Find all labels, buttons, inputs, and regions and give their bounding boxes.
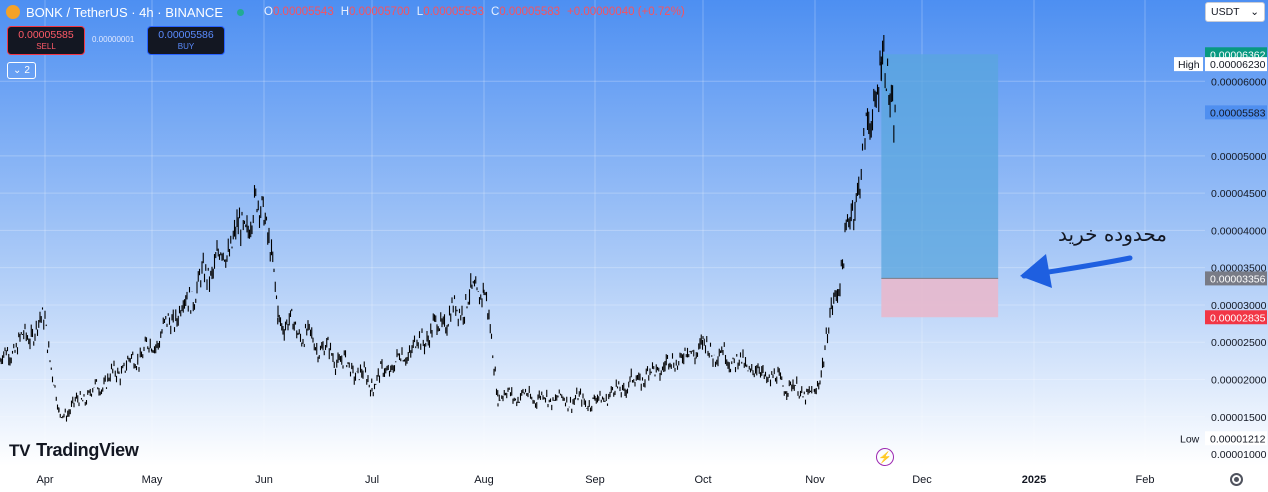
x-tick-label: Sep <box>585 474 605 486</box>
y-tick-label: 0.00002500 <box>1211 337 1267 349</box>
y-tick-label: 0.00002000 <box>1211 375 1267 387</box>
sell-price: 0.00005585 <box>18 28 74 41</box>
low-key: L <box>416 6 424 18</box>
chart-background <box>0 0 1268 466</box>
price-tag-current <box>1205 105 1267 120</box>
y-tick-label: 0.00004500 <box>1211 188 1267 200</box>
x-tick-label: Apr <box>36 474 53 486</box>
price-tag-text: 0.00006230 <box>1210 59 1266 71</box>
y-tick-label: 0.00003000 <box>1211 300 1267 312</box>
time-axis <box>0 466 1268 492</box>
price-tag-text: 0.00001212 <box>1210 433 1266 445</box>
x-tick-label: Jun <box>255 474 273 486</box>
y-tick-label: 0.00006000 <box>1211 76 1267 88</box>
price-tags: 0.000063620.000062300.000055830.00003356… <box>1174 47 1267 446</box>
chevron-down-icon: ⌄ <box>1250 6 1259 18</box>
chevron-down-icon: ⌄ <box>13 65 22 76</box>
sell-button[interactable]: 0.00005585 SELL <box>7 26 85 55</box>
price-tag-text: 0.00002835 <box>1210 312 1266 324</box>
low-value: 0.00005533 <box>423 6 484 18</box>
symbol-header: BONK / TetherUS · 4h · BINANCE O0.000055… <box>6 3 685 21</box>
y-tick-label: 0.00001000 <box>1211 449 1267 461</box>
x-tick-label: Aug <box>474 474 494 486</box>
high-value: 0.00005700 <box>349 6 410 18</box>
target-zone[interactable] <box>881 54 999 279</box>
buy-button[interactable]: 0.00005586 BUY <box>147 26 225 55</box>
annotation-text[interactable]: محدوده خرید <box>1058 222 1167 246</box>
high-key: H <box>340 6 350 18</box>
position-tool[interactable] <box>881 54 999 318</box>
market-status-icon <box>237 8 244 16</box>
x-tick-label: Feb <box>1136 474 1155 486</box>
indicators-toggle-button[interactable]: ⌄ 2 <box>7 62 36 79</box>
x-tick-label: Jul <box>365 474 379 486</box>
close-key: C <box>490 6 500 18</box>
bonk-coin-icon <box>6 5 20 19</box>
price-tag-high-value <box>1205 57 1267 72</box>
x-tick-label: Dec <box>912 474 932 486</box>
x-tick-label: May <box>142 474 163 486</box>
stop-zone[interactable] <box>881 278 999 318</box>
tradingview-logo[interactable]: TV TradingView <box>9 440 139 461</box>
price-tag-low-value <box>1205 431 1267 446</box>
currency-select[interactable]: USDT ⌄ <box>1205 2 1265 22</box>
open-key: O <box>264 6 273 18</box>
low-label: Low <box>1180 433 1200 445</box>
price-tag-stop <box>1205 310 1267 325</box>
ohlc-values: O0.00005543 H0.00005700 L0.00005533 C0.0… <box>264 6 685 18</box>
high-label: High <box>1178 59 1200 71</box>
price-tag-entry <box>1205 271 1267 286</box>
close-value: 0.00005583 <box>499 6 561 18</box>
price-tag-text: 0.00003356 <box>1210 273 1266 285</box>
lightning-icon[interactable]: ⚡ <box>876 448 894 466</box>
high-label-box <box>1174 57 1203 72</box>
buy-label: BUY <box>177 41 195 51</box>
annotation-arrow[interactable] <box>1020 254 1133 288</box>
x-tick-label: 2025 <box>1022 474 1046 486</box>
grid <box>0 0 1205 466</box>
y-tick-label: 0.00004000 <box>1211 225 1267 237</box>
y-tick-label: 0.00005000 <box>1211 151 1267 163</box>
change-value: +0.00000040 (+0.72%) <box>567 6 685 18</box>
arrow-head[interactable] <box>1020 254 1052 288</box>
x-tick-label: Nov <box>805 474 825 486</box>
x-axis: Apr May Jun Jul Aug Sep Oct Nov Dec 2025 Feb <box>36 474 1154 486</box>
open-value: 0.00005543 <box>272 6 334 18</box>
indicators-count: 2 <box>24 65 30 76</box>
x-tick-label: Oct <box>694 474 711 486</box>
price-tag-text: 0.00005583 <box>1210 107 1266 119</box>
symbol-title[interactable]: BONK / TetherUS · 4h · BINANCE <box>26 4 223 20</box>
sell-label: SELL <box>36 41 56 51</box>
spread-value: 0.00000001 <box>92 35 135 44</box>
tradingview-mark-icon: TV <box>9 440 31 460</box>
candles <box>0 35 896 422</box>
buy-price: 0.00005586 <box>158 28 214 41</box>
currency-value: USDT <box>1211 6 1240 18</box>
gear-icon[interactable] <box>1230 473 1243 486</box>
tradingview-wordmark: TradingView <box>36 440 139 460</box>
y-tick-label: 0.00001500 <box>1211 412 1267 424</box>
